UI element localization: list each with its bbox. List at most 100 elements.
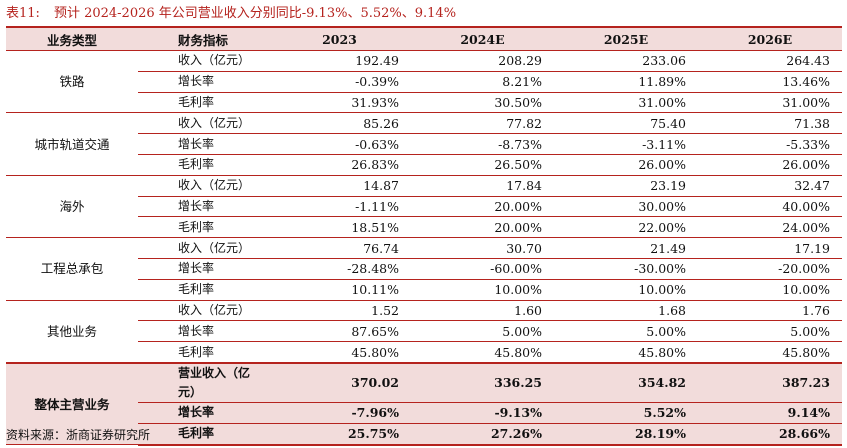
value-cell: 71.38 (698, 112, 842, 135)
value-cell: 87.65% (268, 320, 411, 343)
table-row: 增长率 87.65% 5.00% 5.00% 5.00% (6, 320, 842, 343)
table-caption: 表11: 预计 2024-2026 年公司营业收入分别同比-9.13%、5.52%… (6, 4, 456, 24)
table-row: 毛利率 10.11% 10.00% 10.00% 10.00% (6, 279, 842, 301)
value-cell: 23.19 (554, 175, 698, 197)
business-type-label: 城市轨道交通 (34, 136, 110, 152)
value-cell: 45.80% (411, 341, 554, 364)
value-cell: 26.00% (698, 154, 842, 176)
value-cell: 25.75% (268, 423, 411, 446)
value-cell: -30.00% (554, 258, 698, 280)
business-type-label: 海外 (59, 198, 85, 214)
metric-cell: 增长率 (138, 196, 268, 218)
metric-cell: 毛利率 (138, 279, 268, 301)
financial-forecast-table: 业务类型 财务指标 2023 2024E 2025E 2026E 铁路 收入（亿元… (6, 26, 842, 446)
business-type-label: 整体主营业务 (34, 396, 110, 412)
value-cell: 5.00% (554, 320, 698, 343)
value-cell: 30.70 (411, 237, 554, 259)
value-cell: 21.49 (554, 237, 698, 259)
value-cell: 10.00% (411, 279, 554, 301)
metric-cell: 毛利率 (138, 92, 268, 114)
table-row: 铁路 收入（亿元） 192.49 208.29 233.06 264.43 (6, 50, 842, 114)
header-business-type: 业务类型 (6, 26, 138, 51)
value-cell: 30.50% (411, 92, 554, 114)
header-2025e: 2025E (554, 26, 698, 51)
value-cell: 20.00% (411, 216, 554, 239)
value-cell: 18.51% (268, 216, 411, 239)
value-cell: 31.00% (698, 92, 842, 114)
table-row: 毛利率 26.83% 26.50% 26.00% 26.00% (6, 154, 842, 176)
business-type-cell: 城市轨道交通 (6, 112, 138, 176)
table-row: 毛利率 25.75% 27.26% 28.19% 28.66% (6, 423, 842, 446)
table-row: 工程总承包 收入（亿元） 76.74 30.70 21.49 17.19 (6, 237, 842, 301)
business-type-cell: 铁路 (6, 50, 138, 114)
business-type-cell: 工程总承包 (6, 237, 138, 301)
value-cell: 26.00% (554, 154, 698, 176)
value-cell: 5.52% (554, 402, 698, 424)
value-cell: 8.21% (411, 71, 554, 93)
table-row: 其他业务 收入（亿元） 1.52 1.60 1.68 1.76 (6, 300, 842, 364)
value-cell: 31.00% (554, 92, 698, 114)
caption-number: 表11: (6, 6, 40, 21)
table-row: 增长率 -0.39% 8.21% 11.89% 13.46% (6, 71, 842, 93)
value-cell: 17.19 (698, 237, 842, 259)
value-cell: 26.83% (268, 154, 411, 176)
value-cell: 264.43 (698, 50, 842, 72)
value-cell: 5.00% (698, 320, 842, 343)
value-cell: -8.73% (411, 133, 554, 155)
table-row: 增长率 -1.11% 20.00% 30.00% 40.00% (6, 196, 842, 218)
value-cell: 22.00% (554, 216, 698, 239)
value-cell: 45.80% (268, 341, 411, 364)
value-cell: -0.63% (268, 133, 411, 155)
value-cell: 27.26% (411, 423, 554, 446)
value-cell: 17.84 (411, 175, 554, 197)
metric-cell: 毛利率 (138, 154, 268, 176)
header-2026e: 2026E (698, 26, 842, 51)
value-cell: 192.49 (268, 50, 411, 72)
value-cell: 1.60 (411, 300, 554, 322)
business-type-cell: 整体主营业务 (6, 361, 138, 446)
metric-cell: 营业收入（亿元） (138, 361, 268, 403)
value-cell: 31.93% (268, 92, 411, 114)
value-cell: 28.66% (698, 423, 842, 446)
value-cell: -20.00% (698, 258, 842, 280)
table-row: 增长率 -7.96% -9.13% 5.52% 9.14% (6, 402, 842, 424)
header-metric: 财务指标 (138, 26, 268, 51)
value-cell: 9.14% (698, 402, 842, 424)
value-cell: 30.00% (554, 196, 698, 218)
value-cell: 11.89% (554, 71, 698, 93)
value-cell: 24.00% (698, 216, 842, 239)
table-row: 毛利率 45.80% 45.80% 45.80% 45.80% (6, 341, 842, 364)
value-cell: 14.87 (268, 175, 411, 197)
value-cell: 387.23 (698, 361, 842, 403)
value-cell: 354.82 (554, 361, 698, 403)
source-note: 资料来源：浙商证券研究所 (6, 428, 151, 442)
value-cell: -1.11% (268, 196, 411, 218)
value-cell: -5.33% (698, 133, 842, 155)
value-cell: 77.82 (411, 112, 554, 135)
value-cell: 233.06 (554, 50, 698, 72)
business-type-cell: 海外 (6, 175, 138, 239)
value-cell: 336.25 (411, 361, 554, 403)
business-type-label: 其他业务 (46, 323, 97, 339)
value-cell: 85.26 (268, 112, 411, 135)
metric-cell: 收入（亿元） (138, 300, 268, 322)
value-cell: 1.52 (268, 300, 411, 322)
value-cell: 370.02 (268, 361, 411, 403)
value-cell: -0.39% (268, 71, 411, 93)
value-cell: 75.40 (554, 112, 698, 135)
value-cell: 28.19% (554, 423, 698, 446)
metric-cell: 增长率 (138, 320, 268, 343)
value-cell: 40.00% (698, 196, 842, 218)
value-cell: 32.47 (698, 175, 842, 197)
table-row: 毛利率 18.51% 20.00% 22.00% 24.00% (6, 216, 842, 239)
value-cell: -28.48% (268, 258, 411, 280)
value-cell: 10.11% (268, 279, 411, 301)
metric-cell: 收入（亿元） (138, 175, 268, 197)
value-cell: 45.80% (698, 341, 842, 364)
value-cell: 10.00% (554, 279, 698, 301)
value-cell: 26.50% (411, 154, 554, 176)
value-cell: 76.74 (268, 237, 411, 259)
metric-cell: 毛利率 (138, 216, 268, 239)
table-row: 增长率 -0.63% -8.73% -3.11% -5.33% (6, 133, 842, 155)
value-cell: -60.00% (411, 258, 554, 280)
